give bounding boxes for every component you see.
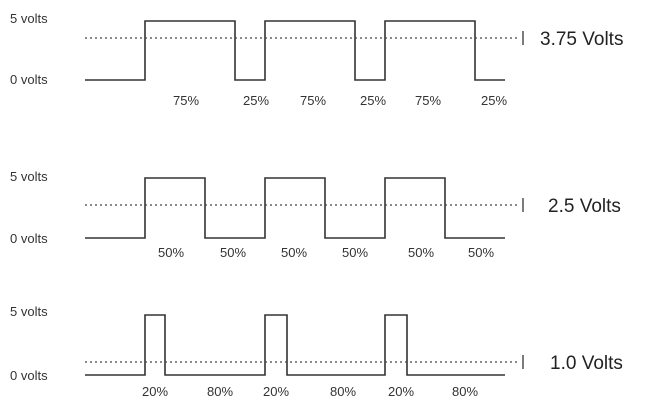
waveform-panel-75: 5 volts 0 volts 3.75 Volts 75% 25% 75% 2… [10, 11, 623, 108]
duty-high-label: 50% [408, 245, 434, 260]
duty-low-label: 50% [342, 245, 368, 260]
waveform-panel-50: 5 volts 0 volts 2.5 Volts 50% 50% 50% 50… [10, 169, 621, 260]
waveform-panel-20: 5 volts 0 volts 1.0 Volts 20% 80% 20% 80… [10, 304, 623, 399]
duty-high-label: 50% [158, 245, 184, 260]
duty-low-label: 25% [360, 93, 386, 108]
square-wave [85, 314, 505, 376]
duty-high-label: 20% [263, 384, 289, 399]
high-voltage-label: 5 volts [10, 11, 48, 26]
square-wave [85, 177, 505, 239]
square-wave [85, 20, 505, 81]
low-voltage-label: 0 volts [10, 368, 48, 383]
duty-low-label: 80% [330, 384, 356, 399]
duty-high-label: 50% [281, 245, 307, 260]
duty-high-label: 75% [415, 93, 441, 108]
low-voltage-label: 0 volts [10, 231, 48, 246]
duty-low-label: 80% [452, 384, 478, 399]
low-voltage-label: 0 volts [10, 72, 48, 87]
duty-low-label: 50% [468, 245, 494, 260]
high-voltage-label: 5 volts [10, 169, 48, 184]
high-voltage-label: 5 volts [10, 304, 48, 319]
duty-low-label: 25% [481, 93, 507, 108]
duty-high-label: 75% [173, 93, 199, 108]
average-voltage-label: 1.0 Volts [550, 353, 623, 374]
average-voltage-label: 2.5 Volts [548, 196, 621, 217]
duty-high-label: 75% [300, 93, 326, 108]
duty-low-label: 25% [243, 93, 269, 108]
duty-low-label: 80% [207, 384, 233, 399]
average-voltage-label: 3.75 Volts [540, 29, 623, 50]
duty-high-label: 20% [142, 384, 168, 399]
duty-high-label: 20% [388, 384, 414, 399]
duty-low-label: 50% [220, 245, 246, 260]
